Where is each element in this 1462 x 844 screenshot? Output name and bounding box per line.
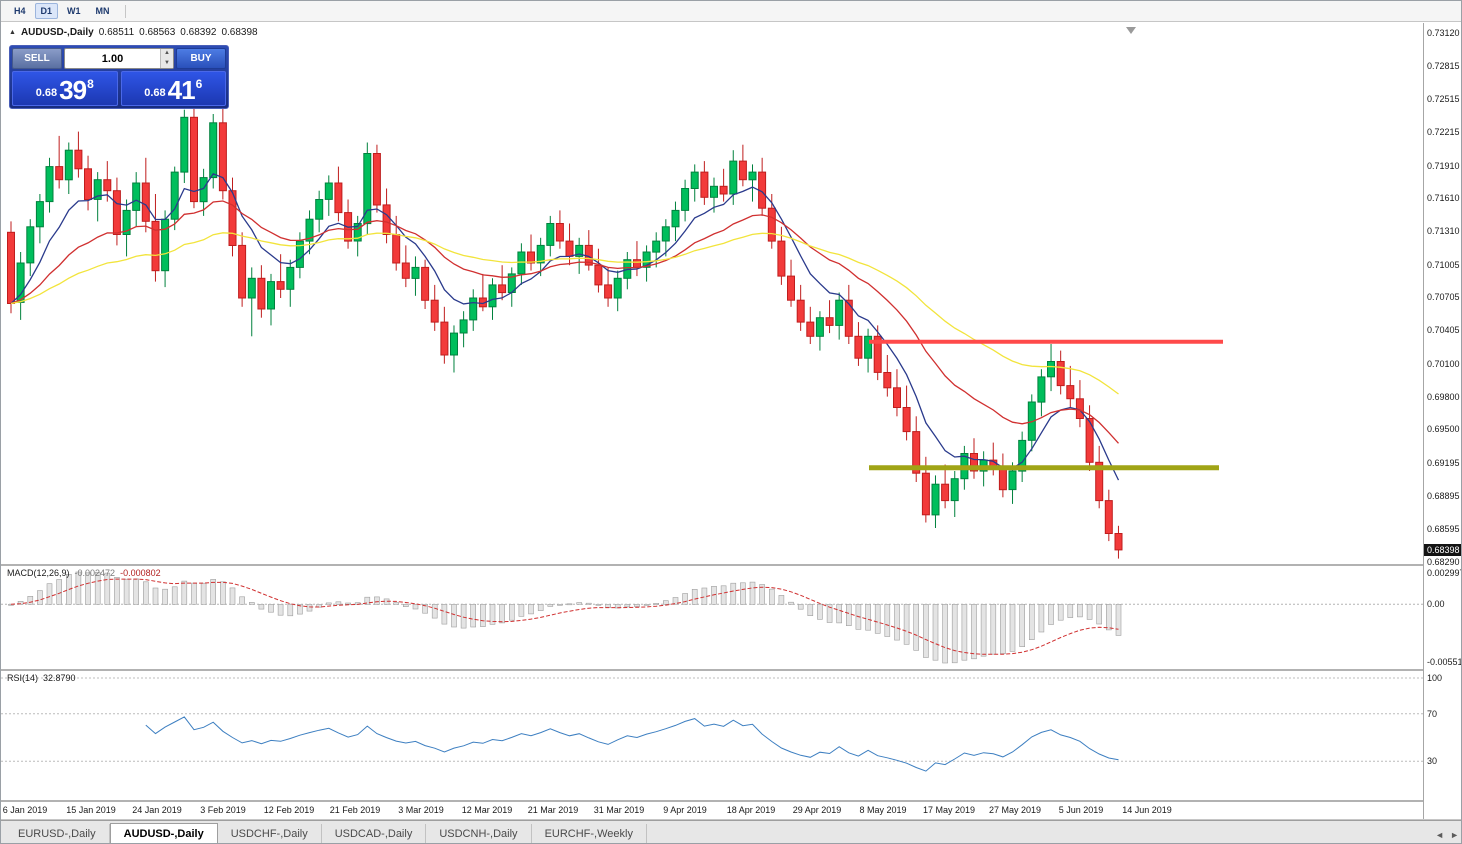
macd-scale-label: -0.005514: [1427, 657, 1461, 667]
sell-button[interactable]: SELL: [12, 48, 62, 69]
date-axis-label: 9 Apr 2019: [663, 805, 707, 815]
date-axis-label: 27 May 2019: [988, 805, 1042, 815]
date-axis-label: 15 Jan 2019: [66, 805, 116, 815]
current-price-badge: 0.68398: [1424, 544, 1461, 557]
timeframe-button-w1[interactable]: W1: [61, 3, 87, 19]
date-axis-label: 14 Jun 2019: [1122, 805, 1172, 815]
one-click-trading-panel: SELL 1.00 ▲ ▼ BUY 0.68 39 8 0.68 41 6: [9, 45, 229, 109]
timeframe-button-mn[interactable]: MN: [90, 3, 116, 19]
chart-header: ▲ AUDUSD-,Daily 0.68511 0.68563 0.68392 …: [9, 27, 258, 38]
tab-scroll-right-button[interactable]: ►: [1450, 830, 1459, 840]
rsi-scale-label: 30: [1427, 756, 1438, 767]
sell-price-big: 39: [59, 75, 87, 105]
price-scale-label: 0.69800: [1427, 391, 1460, 402]
price-scale[interactable]: 0.68398 0.002997 0.00 -0.005514 0.73120 0…: [1423, 23, 1462, 819]
rsi-scale-label: 70: [1427, 708, 1438, 719]
date-axis-label: 6 Jan 2019: [2, 805, 48, 815]
price-scale-label: 0.71910: [1427, 160, 1460, 171]
chart-tab-usdchf[interactable]: USDCHF-,Daily: [218, 824, 322, 843]
macd-signal-value: -0.000802: [120, 568, 161, 578]
price-scale-label: 0.68595: [1427, 523, 1460, 534]
date-axis-label: 21 Feb 2019: [329, 805, 381, 815]
lot-spinner[interactable]: ▲ ▼: [160, 49, 173, 68]
date-axis-label: 8 May 2019: [859, 805, 907, 815]
date-axis-label: 21 Mar 2019: [527, 805, 579, 815]
timeframe-button-d1[interactable]: D1: [34, 3, 59, 19]
rsi-indicator-canvas[interactable]: [1, 671, 1423, 800]
chart-tab-eurusd[interactable]: EURUSD-,Daily: [5, 824, 110, 843]
chart-tab-bar: EURUSD-,Daily AUDUSD-,Daily USDCHF-,Daily U…: [1, 820, 1461, 843]
chart-close-value: 0.68398: [221, 27, 258, 38]
date-axis-label: 29 Apr 2019: [792, 805, 842, 815]
price-scale-label: 0.71310: [1427, 226, 1460, 237]
panel-divider[interactable]: [1, 800, 1461, 802]
date-axis-label: 3 Mar 2019: [398, 805, 444, 815]
chart-tab-eurchf[interactable]: EURCHF-,Weekly: [532, 824, 647, 843]
price-scale-label: 0.68895: [1427, 490, 1460, 501]
timeframe-toolbar: H4 D1 W1 MN: [1, 1, 1461, 22]
chart-tab-audusd[interactable]: AUDUSD-,Daily: [109, 823, 218, 843]
price-scale-label: 0.72815: [1427, 61, 1460, 72]
axis-divider: [1, 819, 1461, 820]
date-axis-label: 24 Jan 2019: [132, 805, 182, 815]
buy-price-big: 41: [167, 75, 196, 105]
chart-tab-usdcnh[interactable]: USDCNH-,Daily: [426, 824, 532, 843]
timeframe-button-h4[interactable]: H4: [8, 3, 32, 19]
price-scale-label: 0.73120: [1427, 28, 1460, 38]
chart-open-value: 0.68511: [98, 27, 135, 38]
price-scale-label: 0.69195: [1427, 457, 1460, 468]
chart-low-value: 0.68392: [180, 27, 217, 38]
date-axis-label: 3 Feb 2019: [200, 805, 246, 815]
macd-main-value: -0.002472: [74, 568, 116, 578]
date-axis[interactable]: 6 Jan 2019 15 Jan 2019 24 Jan 2019 3 Feb 20…: [1, 802, 1423, 819]
date-axis-label: 31 Mar 2019: [593, 805, 645, 815]
date-axis-label: 12 Feb 2019: [263, 805, 315, 815]
date-axis-label: 17 May 2019: [922, 805, 976, 815]
price-scale-label: 0.71005: [1427, 259, 1460, 270]
panel-divider[interactable]: [1, 669, 1461, 671]
price-scale-label: 0.68290: [1427, 556, 1460, 567]
chart-high-value: 0.68563: [139, 27, 176, 38]
tab-scroll-left-button[interactable]: ◄: [1435, 830, 1445, 840]
buy-price-button[interactable]: 0.68 41 6: [120, 71, 226, 106]
panel-divider[interactable]: [1, 564, 1461, 566]
lot-size-field[interactable]: 1.00 ▲ ▼: [64, 48, 174, 69]
sell-price-base: 0.68: [35, 87, 58, 99]
price-scale-label: 0.70705: [1427, 292, 1460, 303]
date-axis-label: 5 Jun 2019: [1058, 805, 1104, 815]
price-scale-label: 0.72215: [1427, 127, 1460, 138]
date-axis-label: 12 Mar 2019: [461, 805, 513, 815]
date-axis-label: 18 Apr 2019: [726, 805, 776, 815]
macd-label: MACD(12,26,9) -0.002472 -0.000802: [7, 568, 161, 578]
price-scale-label: 0.70100: [1427, 358, 1460, 369]
rsi-scale-label: 100: [1427, 673, 1443, 683]
lot-size-value: 1.00: [101, 52, 124, 65]
chart-tab-usdcad[interactable]: USDCAD-,Daily: [322, 824, 427, 843]
chart-symbol-label: AUDUSD-,Daily: [20, 27, 94, 38]
macd-scale-label: 0.00: [1427, 599, 1445, 610]
trade-panel-toggle-icon[interactable]: ▲: [9, 29, 16, 36]
sell-price-pip: 8: [87, 77, 94, 91]
lot-spinner-up-icon[interactable]: ▲: [161, 49, 173, 59]
price-scale-label: 0.71610: [1427, 193, 1460, 204]
buy-button[interactable]: BUY: [176, 48, 226, 69]
price-scale-label: 0.72515: [1427, 94, 1460, 105]
macd-scale-label: 0.002997: [1427, 568, 1462, 578]
toolbar-separator: [124, 4, 126, 18]
price-scale-label: 0.70405: [1427, 325, 1460, 336]
sell-price-button[interactable]: 0.68 39 8: [12, 71, 118, 106]
price-scale-label: 0.69500: [1427, 424, 1460, 435]
lot-spinner-down-icon[interactable]: ▼: [161, 58, 173, 68]
macd-name: MACD(12,26,9): [7, 568, 70, 578]
macd-indicator-canvas[interactable]: [1, 566, 1423, 669]
rsi-value: 32.8790: [43, 673, 76, 683]
rsi-name: RSI(14): [7, 673, 39, 683]
buy-price-pip: 6: [195, 77, 203, 91]
main-chart-canvas[interactable]: [1, 23, 1423, 564]
rsi-label: RSI(14) 32.8790: [7, 673, 76, 683]
chart-shift-marker[interactable]: [1126, 27, 1136, 34]
buy-price-base: 0.68: [144, 87, 166, 99]
